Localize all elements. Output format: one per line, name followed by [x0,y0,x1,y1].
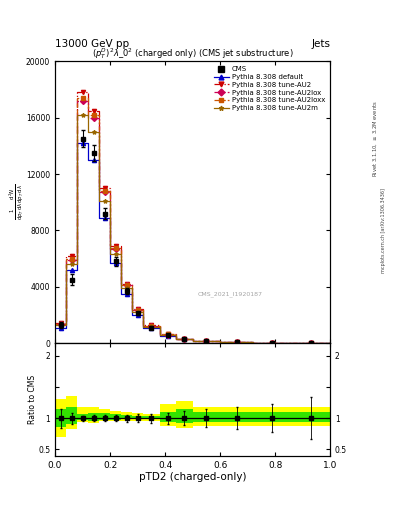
Text: mcplots.cern.ch [arXiv:1306.3436]: mcplots.cern.ch [arXiv:1306.3436] [381,188,386,273]
Text: 13000 GeV pp: 13000 GeV pp [55,38,129,49]
Title: $(p_T^D)^2\lambda\_0^2$ (charged only) (CMS jet substructure): $(p_T^D)^2\lambda\_0^2$ (charged only) (… [92,47,294,61]
Y-axis label: Ratio to CMS: Ratio to CMS [28,375,37,424]
Legend: CMS, Pythia 8.308 default, Pythia 8.308 tune-AU2, Pythia 8.308 tune-AU2lox, Pyth: CMS, Pythia 8.308 default, Pythia 8.308 … [213,65,327,112]
Text: Jets: Jets [311,38,330,49]
Text: Rivet 3.1.10, $\geq$ 3.2M events: Rivet 3.1.10, $\geq$ 3.2M events [371,100,379,177]
Text: CMS_2021_I1920187: CMS_2021_I1920187 [198,291,263,297]
X-axis label: pTD2 (charged-only): pTD2 (charged-only) [139,472,246,482]
Y-axis label: $\frac{1}{\mathrm{d}p_T\,\mathrm{d}\lambda}\frac{\mathrm{d}^2N}{\mathrm{d}p_T\,\: $\frac{1}{\mathrm{d}p_T\,\mathrm{d}\lamb… [7,184,24,220]
